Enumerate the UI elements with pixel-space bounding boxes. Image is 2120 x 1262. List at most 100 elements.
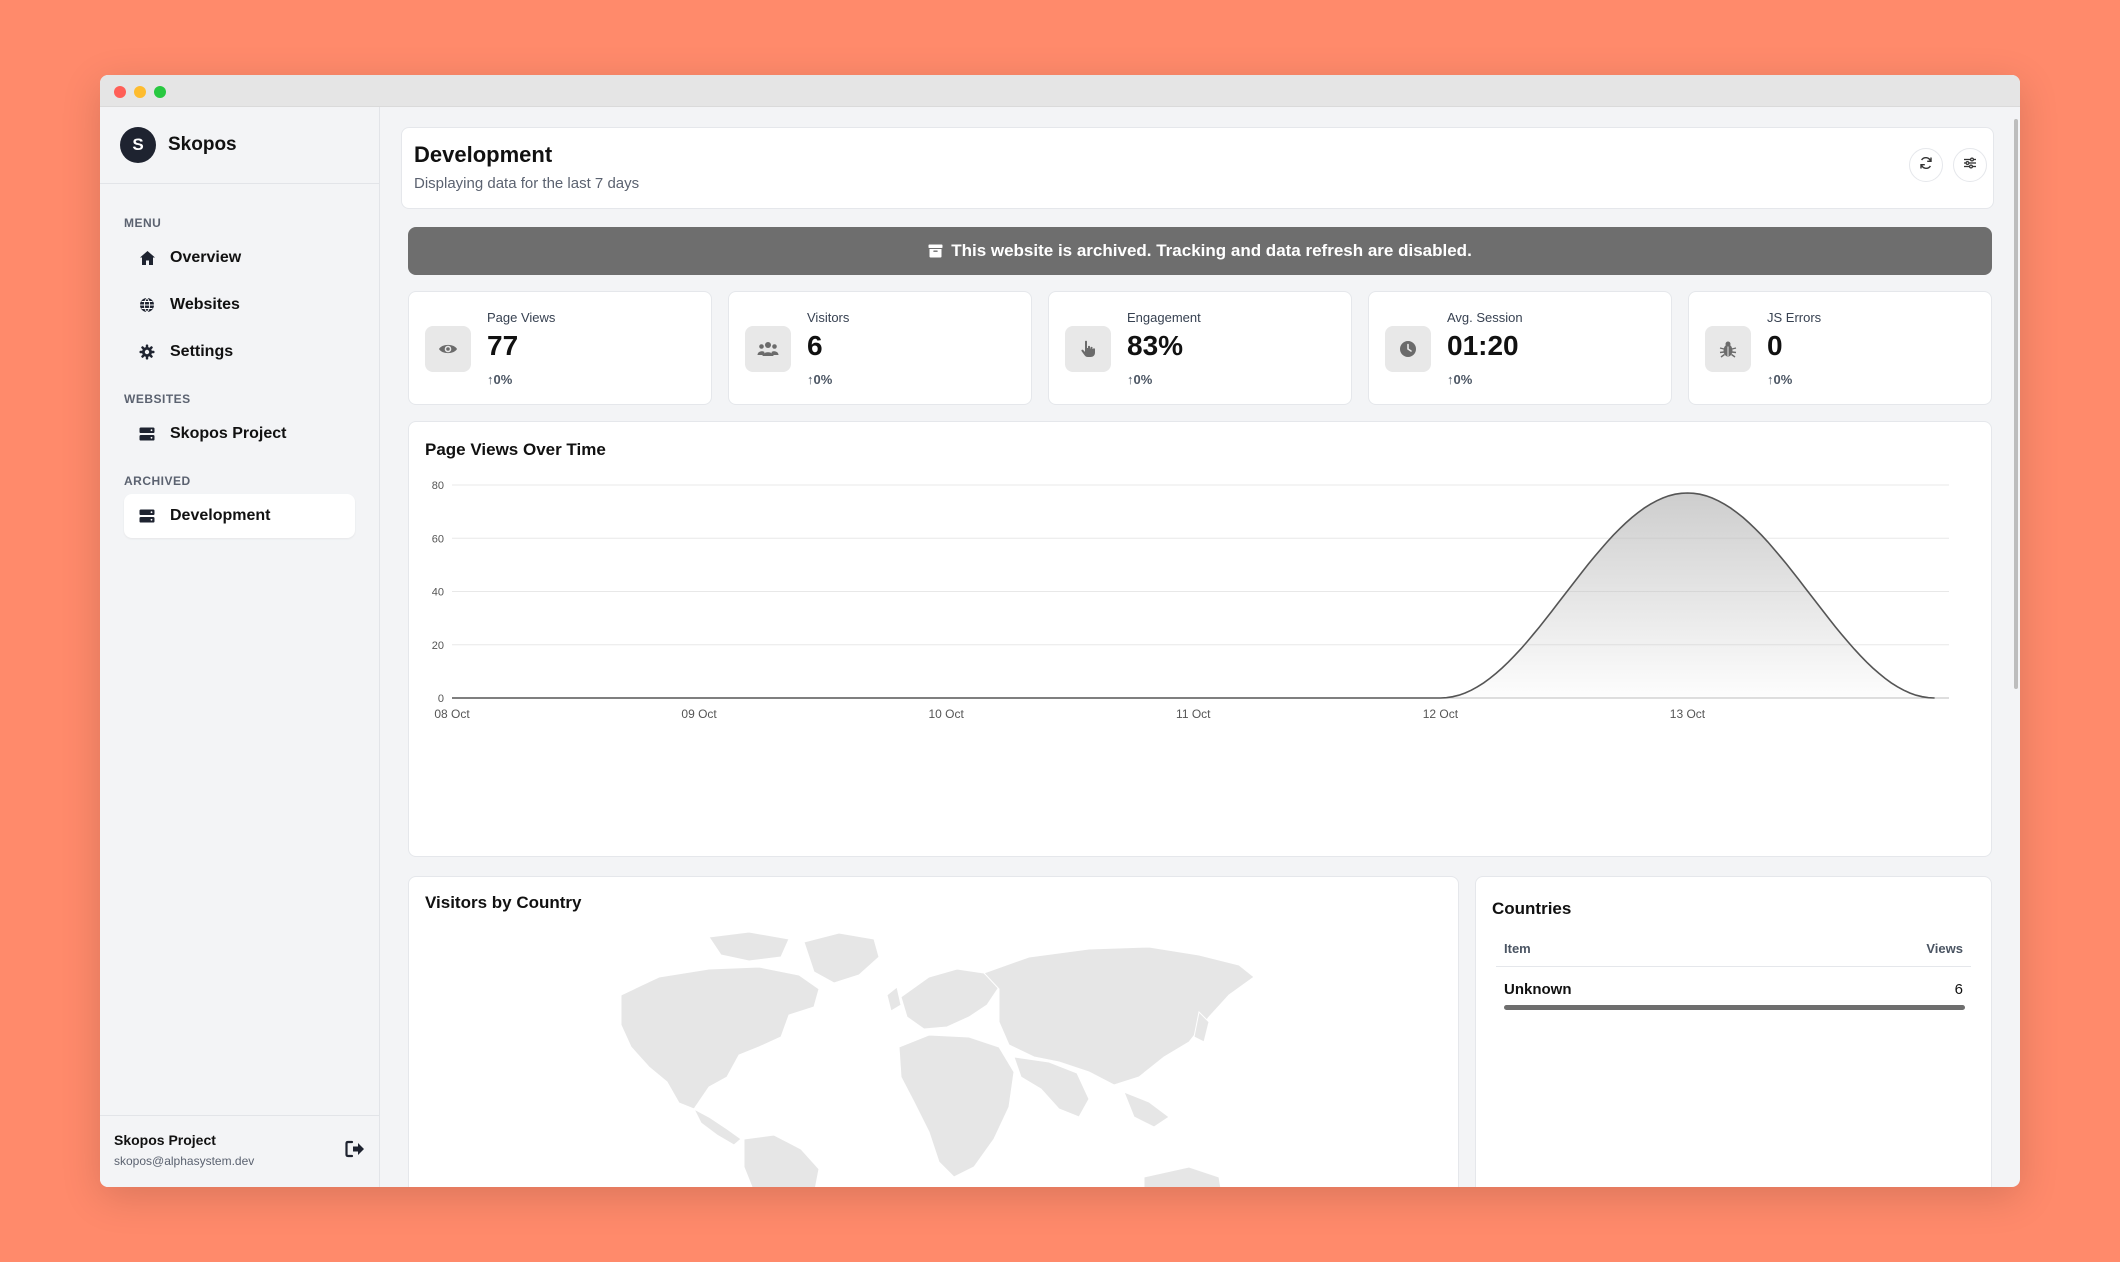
country-name: Unknown xyxy=(1504,981,1572,998)
server-icon xyxy=(138,507,156,525)
sidebar-item-skopos-project[interactable]: Skopos Project xyxy=(124,412,355,456)
stat-value: 83% xyxy=(1127,330,1183,362)
close-window-button[interactable] xyxy=(114,86,126,98)
sidebar-item-development[interactable]: Development xyxy=(124,494,355,538)
map-region-greenland xyxy=(804,933,879,983)
y-tick-label: 0 xyxy=(438,693,444,705)
minimize-window-button[interactable] xyxy=(134,86,146,98)
stat-change: ↑0% xyxy=(487,372,512,387)
app-window: S Skopos MENU Overview Websites S xyxy=(100,75,2020,1187)
map-region-central-america xyxy=(694,1109,741,1145)
pointer-icon xyxy=(1065,326,1111,372)
scrollbar[interactable] xyxy=(2014,119,2018,689)
stat-value: 6 xyxy=(807,330,823,362)
stat-value: 77 xyxy=(487,330,518,362)
visitors-map-card: Visitors by Country xyxy=(408,876,1459,1187)
users-icon xyxy=(745,326,791,372)
sliders-icon xyxy=(1963,156,1977,175)
home-icon xyxy=(138,249,156,267)
countries-table-header: Item Views xyxy=(1496,939,1971,967)
map-region-arctic-islands xyxy=(709,932,789,961)
logout-icon[interactable] xyxy=(345,1140,367,1162)
sidebar-item-label: Websites xyxy=(170,296,240,314)
section-label-websites: WEBSITES xyxy=(100,392,379,406)
sidebar-item-overview[interactable]: Overview xyxy=(124,236,355,280)
bug-icon xyxy=(1705,326,1751,372)
sidebar-item-label: Development xyxy=(170,507,270,525)
refresh-button[interactable] xyxy=(1909,148,1943,182)
server-icon xyxy=(138,425,156,443)
brand-name: Skopos xyxy=(168,134,237,156)
brand[interactable]: S Skopos xyxy=(100,107,379,184)
user-name: Skopos Project xyxy=(114,1132,365,1148)
archived-banner: This website is archived. Tracking and d… xyxy=(408,227,1992,275)
main-content: Development Displaying data for the last… xyxy=(381,107,2020,1187)
stat-value: 01:20 xyxy=(1447,330,1519,362)
stat-card-engagement: Engagement 83% ↑0% xyxy=(1048,291,1352,405)
map-region-uk xyxy=(887,987,901,1011)
clock-icon xyxy=(1385,326,1431,372)
map-region-europe xyxy=(901,969,999,1029)
archive-icon xyxy=(928,244,943,258)
country-views: 6 xyxy=(1955,981,1963,998)
stat-change: ↑0% xyxy=(1767,372,1792,387)
sidebar-item-label: Settings xyxy=(170,343,233,361)
countries-card: Countries Item Views Unknown 6 xyxy=(1475,876,1992,1187)
stat-label: Avg. Session xyxy=(1447,310,1523,325)
map-region-southeast-asia xyxy=(1124,1092,1169,1127)
countries-title: Countries xyxy=(1492,899,1571,919)
sidebar-item-label: Skopos Project xyxy=(170,425,286,443)
stat-change: ↑0% xyxy=(1447,372,1472,387)
column-header-item[interactable]: Item xyxy=(1504,941,1531,956)
y-tick-label: 60 xyxy=(432,533,444,545)
map-region-north-america xyxy=(621,967,819,1109)
x-tick-label: 11 Oct xyxy=(1176,707,1211,721)
sidebar-item-websites[interactable]: Websites xyxy=(124,283,355,327)
stat-card-visitors: Visitors 6 ↑0% xyxy=(728,291,1032,405)
user-profile: Skopos Project skopos@alphasystem.dev xyxy=(100,1115,379,1187)
y-tick-label: 80 xyxy=(432,480,444,492)
maximize-window-button[interactable] xyxy=(154,86,166,98)
refresh-icon xyxy=(1919,156,1933,175)
settings-button[interactable] xyxy=(1953,148,1987,182)
x-tick-label: 10 Oct xyxy=(929,707,965,721)
x-tick-label: 13 Oct xyxy=(1670,707,1706,721)
page-subtitle: Displaying data for the last 7 days xyxy=(414,175,639,192)
map-region-australia xyxy=(1144,1167,1224,1187)
stat-label: Visitors xyxy=(807,310,849,325)
stat-label: Engagement xyxy=(1127,310,1201,325)
eye-icon xyxy=(425,326,471,372)
gear-icon xyxy=(138,343,156,361)
sidebar: S Skopos MENU Overview Websites S xyxy=(100,107,380,1187)
stat-change: ↑0% xyxy=(807,372,832,387)
y-tick-label: 40 xyxy=(432,587,444,599)
user-email: skopos@alphasystem.dev xyxy=(114,1154,365,1168)
x-tick-label: 08 Oct xyxy=(434,707,470,721)
column-header-views[interactable]: Views xyxy=(1926,941,1963,956)
map-region-africa xyxy=(899,1035,1014,1177)
table-row[interactable]: Unknown 6 xyxy=(1504,981,1963,998)
title-bar xyxy=(100,75,2020,107)
brand-logo: S xyxy=(120,127,156,163)
x-tick-label: 12 Oct xyxy=(1423,707,1459,721)
section-label-menu: MENU xyxy=(100,216,379,230)
banner-text: This website is archived. Tracking and d… xyxy=(951,241,1472,261)
stat-value: 0 xyxy=(1767,330,1783,362)
country-share-bar xyxy=(1504,1005,1965,1010)
stat-label: JS Errors xyxy=(1767,310,1821,325)
stat-label: Page Views xyxy=(487,310,555,325)
stat-card-js-errors: JS Errors 0 ↑0% xyxy=(1688,291,1992,405)
x-tick-label: 09 Oct xyxy=(681,707,717,721)
page-views-chart: 0 20 40 60 80 08 Oct 09 Oct 10 Oct 11 Oct 12 Oct 1… xyxy=(409,422,1993,858)
page-views-chart-card: Page Views Over Time 0 20 40 60 80 08 Oct 09 O… xyxy=(408,421,1992,857)
series-area xyxy=(452,493,1935,698)
section-label-archived: ARCHIVED xyxy=(100,474,379,488)
world-map[interactable] xyxy=(409,877,1459,1187)
stat-card-page-views: Page Views 77 ↑0% xyxy=(408,291,712,405)
stat-change: ↑0% xyxy=(1127,372,1152,387)
y-tick-label: 20 xyxy=(432,640,444,652)
sidebar-item-label: Overview xyxy=(170,249,241,267)
sidebar-item-settings[interactable]: Settings xyxy=(124,330,355,374)
globe-icon xyxy=(138,296,156,314)
page-title: Development xyxy=(414,142,552,168)
